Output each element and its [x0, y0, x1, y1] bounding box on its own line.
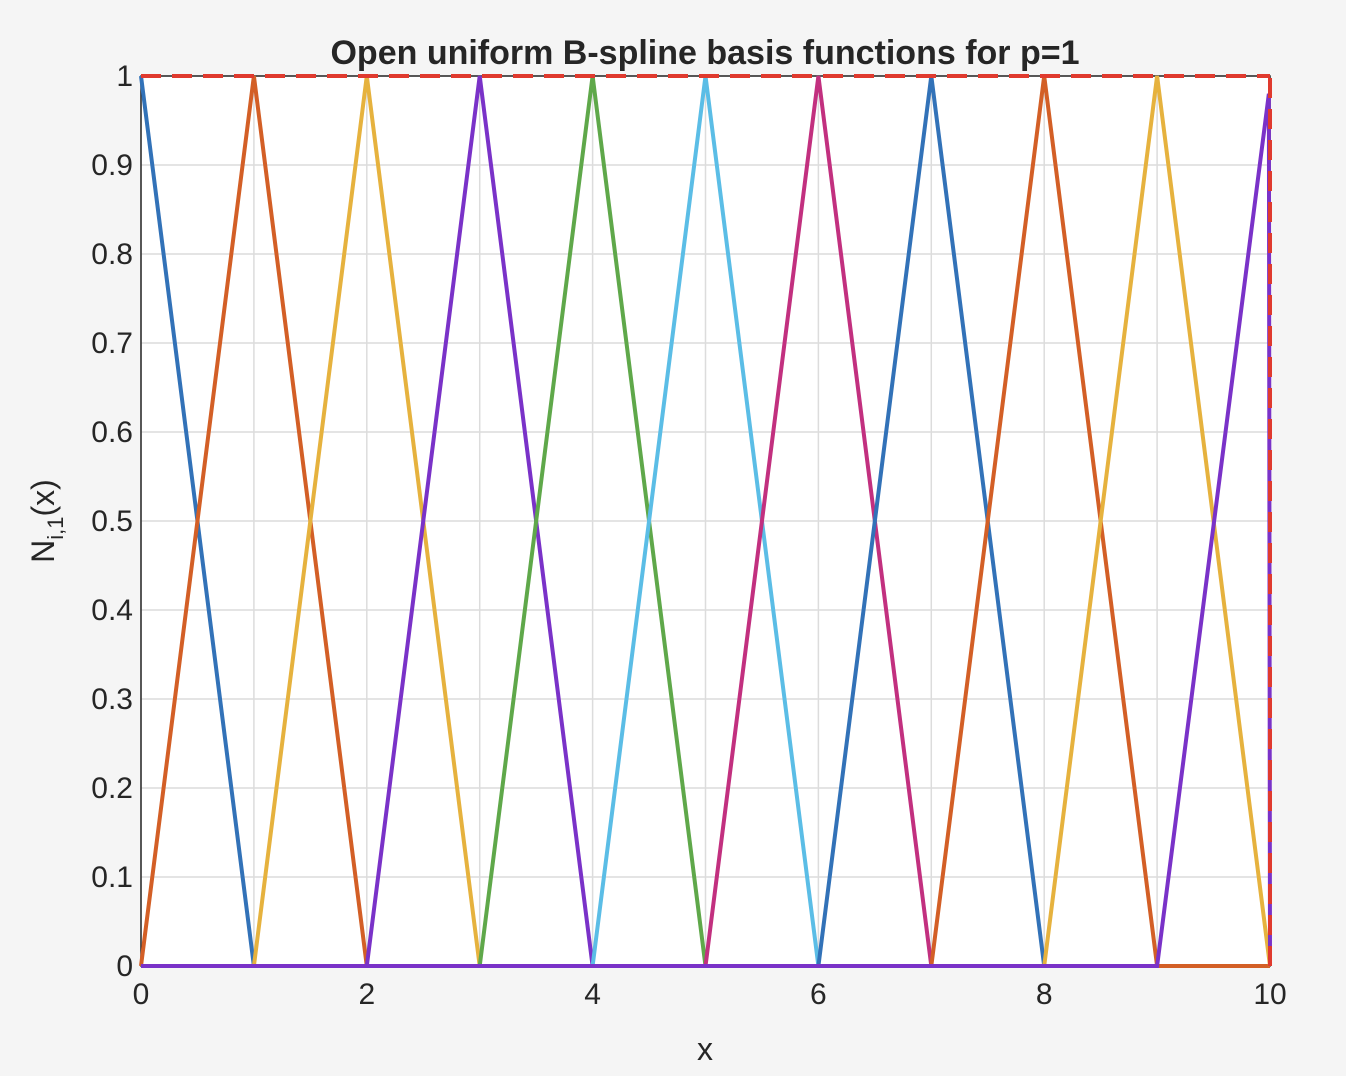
- x-tick-label: 6: [810, 978, 827, 1011]
- x-tick-label: 10: [1253, 978, 1286, 1011]
- x-tick-labels: 0 2 4 6 8 10: [133, 978, 1287, 1011]
- x-tick-label: 2: [358, 978, 375, 1011]
- y-tick-label: 0.2: [91, 772, 133, 805]
- x-axis-label: x: [697, 1031, 713, 1067]
- x-tick-label: 8: [1036, 978, 1053, 1011]
- y-tick-label: 0.6: [91, 416, 133, 449]
- x-tick-label: 4: [584, 978, 601, 1011]
- y-tick-label: 0.9: [91, 149, 133, 182]
- y-tick-label: 0.1: [91, 861, 133, 894]
- y-tick-label: 0.4: [91, 594, 133, 627]
- y-tick-label: 0: [116, 950, 133, 983]
- y-axis-label-subscript: i,1: [43, 516, 68, 539]
- y-axis-label: Ni,1(x): [25, 479, 68, 563]
- chart-title: Open uniform B-spline basis functions fo…: [330, 34, 1079, 72]
- y-tick-label: 0.7: [91, 327, 133, 360]
- y-axis-label-base: N: [25, 540, 61, 563]
- y-tick-label: 0.8: [91, 238, 133, 271]
- y-tick-labels: 0 0.1 0.2 0.3 0.4 0.5 0.6 0.7 0.8 0.9 1: [91, 60, 133, 983]
- y-tick-label: 1: [116, 60, 133, 93]
- y-tick-label: 0.5: [91, 505, 133, 538]
- reference-lines: [141, 74, 1272, 966]
- y-axis-label-suffix: (x): [25, 479, 61, 516]
- x-tick-label: 0: [133, 978, 150, 1011]
- y-tick-label: 0.3: [91, 683, 133, 716]
